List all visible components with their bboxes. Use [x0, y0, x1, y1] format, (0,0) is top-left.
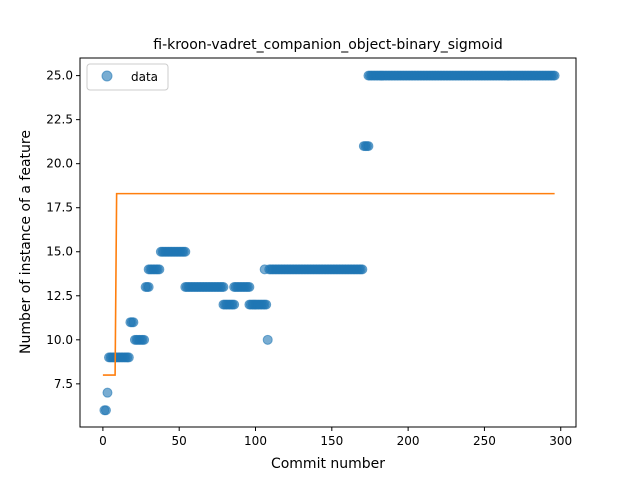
fit-line	[102, 192, 555, 376]
chart-title: fi-kroon-vadret_companion_object-binary_…	[153, 37, 503, 53]
y-tick-label: 17.5	[46, 201, 73, 215]
y-tick-label: 25.0	[46, 69, 73, 83]
plot-area	[99, 70, 560, 416]
x-tick-label: 100	[244, 434, 267, 448]
data-point	[100, 405, 111, 416]
x-tick-label: 150	[320, 434, 343, 448]
data-point	[102, 387, 113, 398]
y-tick-label: 22.5	[46, 113, 73, 127]
data-point	[549, 70, 560, 81]
data-point	[262, 334, 273, 345]
y-axis: 7.5 10.0 12.5 15.0 17.5 20.0 22.5 25.0	[46, 69, 80, 391]
data-point	[357, 264, 368, 275]
x-axis: 0 50 100 150 200 250 300	[99, 427, 572, 448]
y-tick-label: 7.5	[54, 377, 73, 391]
data-point	[123, 352, 134, 363]
x-tick-label: 0	[99, 434, 107, 448]
data-point	[229, 299, 240, 310]
y-tick-label: 20.0	[46, 157, 73, 171]
data-point	[363, 141, 374, 152]
y-tick-label: 15.0	[46, 245, 73, 259]
data-point	[128, 317, 139, 328]
y-axis-label: Number of instance of a feature	[18, 130, 34, 354]
y-tick-label: 12.5	[46, 289, 73, 303]
x-tick-label: 250	[473, 434, 496, 448]
legend: data	[86, 63, 169, 91]
plot-frame	[79, 57, 577, 428]
data-point	[261, 299, 272, 310]
x-axis-label: Commit number	[271, 456, 385, 472]
legend-box	[86, 63, 169, 91]
x-tick-label: 300	[549, 434, 572, 448]
x-tick-label: 200	[397, 434, 420, 448]
data-point	[143, 281, 154, 292]
data-point	[218, 281, 229, 292]
legend-marker-data	[101, 70, 113, 82]
legend-label-data: data	[131, 70, 158, 84]
data-point	[180, 246, 191, 257]
x-tick-label: 50	[172, 434, 187, 448]
series-data-points	[99, 70, 560, 416]
data-point	[154, 264, 165, 275]
y-tick-label: 10.0	[46, 333, 73, 347]
data-point	[139, 334, 150, 345]
data-point	[244, 281, 255, 292]
